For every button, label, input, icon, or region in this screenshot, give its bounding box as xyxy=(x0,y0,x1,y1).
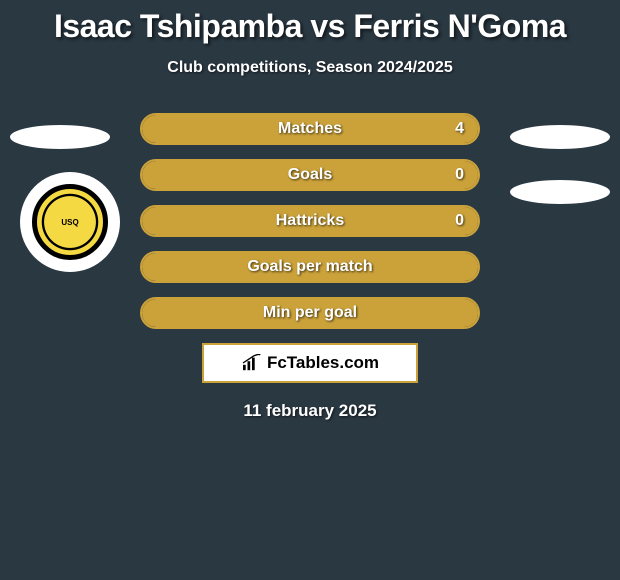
club-badge-text: USQ xyxy=(61,218,78,227)
player-slot-left xyxy=(10,125,110,149)
stat-label: Goals per match xyxy=(142,253,478,281)
brand-box[interactable]: FcTables.com xyxy=(202,343,418,383)
chart-icon xyxy=(241,354,263,372)
stat-row: Goals0 xyxy=(140,159,480,191)
stat-row: Min per goal xyxy=(140,297,480,329)
stat-row: Goals per match xyxy=(140,251,480,283)
player-slot-right-1 xyxy=(510,125,610,149)
subtitle: Club competitions, Season 2024/2025 xyxy=(0,59,620,77)
stat-value: 0 xyxy=(455,161,464,189)
stat-row: Hattricks0 xyxy=(140,205,480,237)
date: 11 february 2025 xyxy=(0,401,620,421)
stat-label: Goals xyxy=(142,161,478,189)
stat-label: Hattricks xyxy=(142,207,478,235)
stat-row: Matches4 xyxy=(140,113,480,145)
brand-text: FcTables.com xyxy=(267,353,379,373)
club-badge: USQ xyxy=(20,172,120,272)
stat-value: 4 xyxy=(455,115,464,143)
page-title: Isaac Tshipamba vs Ferris N'Goma xyxy=(0,0,620,45)
player-slot-right-2 xyxy=(510,180,610,204)
club-badge-inner: USQ xyxy=(32,184,108,260)
stats-panel: Matches4Goals0Hattricks0Goals per matchM… xyxy=(140,113,480,329)
stat-label: Min per goal xyxy=(142,299,478,327)
stat-value: 0 xyxy=(455,207,464,235)
stat-label: Matches xyxy=(142,115,478,143)
